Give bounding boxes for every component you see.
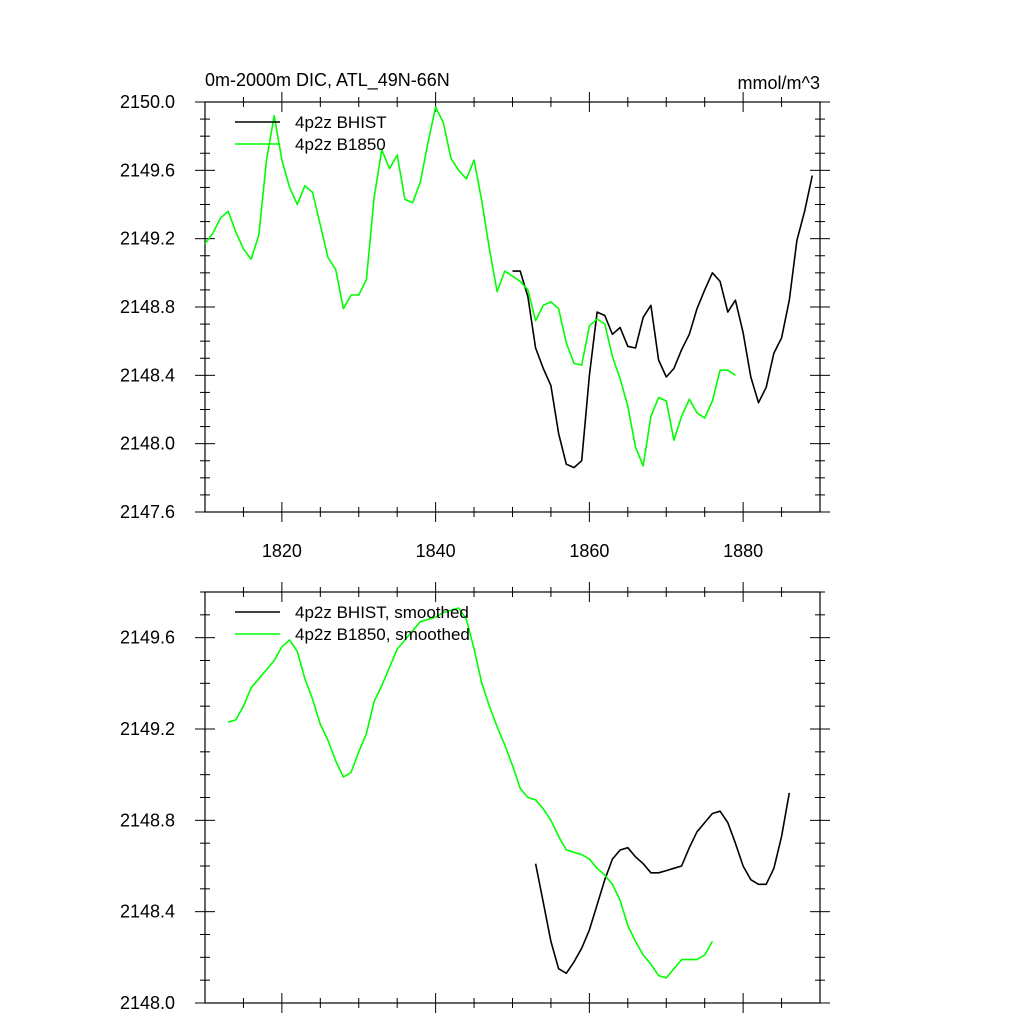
- bottom-y-tick-label: 2149.2: [120, 719, 175, 739]
- top-y-tick-label: 2149.2: [120, 229, 175, 249]
- top-plot-frame: [204, 101, 821, 513]
- top-series-line-bhist: [512, 175, 814, 469]
- top-y-tick-label: 2150.0: [120, 92, 175, 112]
- top-y-tick-label: 2147.6: [120, 502, 175, 522]
- top-y-tick-label: 2148.0: [120, 434, 175, 454]
- top-y-tick-label: 2148.8: [120, 297, 175, 317]
- top-chart-title: 0m-2000m DIC, ATL_49N-66N: [205, 70, 450, 91]
- bottom-y-tick-label: 2148.8: [120, 810, 175, 830]
- top-y-tick-label: 2149.6: [120, 160, 175, 180]
- bottom-y-tick-label: 2148.4: [120, 902, 175, 922]
- bottom-series-line-bhist: [534, 792, 791, 975]
- bottom-legend-label: 4p2z B1850, smoothed: [295, 625, 470, 644]
- top-x-tick-label: 1840: [416, 541, 456, 561]
- top-series-line-b1850: [204, 106, 736, 467]
- top-x-tick-label: 1880: [723, 541, 763, 561]
- top-y-tick-label: 2148.4: [120, 365, 175, 385]
- top-x-tick-label: 1820: [262, 541, 302, 561]
- top-panel: 1820 1840 1860 1880 2147.6 2148.0 2148.4 2148.8…: [120, 70, 830, 561]
- top-units-label: mmol/m^3: [738, 73, 820, 93]
- bottom-y-tick-label: 2149.6: [120, 628, 175, 648]
- top-legend-label: 4p2z B1850: [295, 135, 386, 154]
- bottom-series-line-b1850: [227, 607, 714, 979]
- top-legend-label: 4p2z BHIST: [295, 113, 387, 132]
- bottom-legend-label: 4p2z BHIST, smoothed: [295, 603, 469, 622]
- bottom-panel: 2148.0 2148.4 2148.8 2149.2 2149.6 4p2z BHIST…: [120, 582, 830, 1013]
- bottom-y-tick-label: 2148.0: [120, 993, 175, 1013]
- top-x-tick-label: 1860: [569, 541, 609, 561]
